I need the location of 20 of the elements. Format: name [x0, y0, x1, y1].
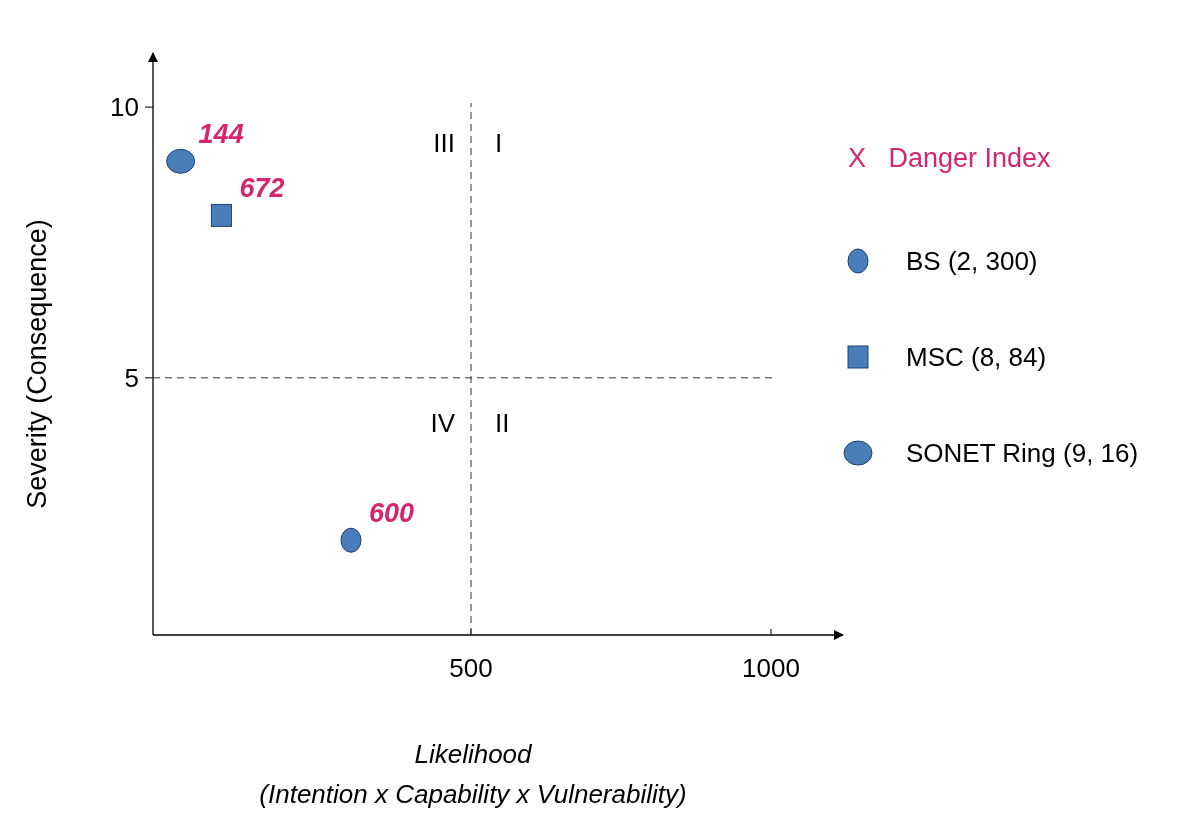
annotation: I [495, 128, 503, 159]
annotation: IV [430, 407, 456, 438]
annotation: II [495, 407, 510, 438]
y-tick-label: 5 [124, 362, 139, 393]
legend-label: BS (2, 300) [906, 246, 1038, 277]
x-axis-title: Likelihood (Intention x Capability x Vulnerability) [259, 739, 687, 809]
x-tick-label: 1000 [742, 653, 800, 683]
point [340, 527, 362, 553]
legend-label: SONET Ring (9, 16) [906, 438, 1139, 469]
point [166, 148, 196, 174]
annotation: III [433, 128, 455, 159]
annotation: 144 [198, 119, 244, 150]
x-tick-label: 500 [449, 653, 493, 683]
legend-label: MSC (8, 84) [906, 342, 1047, 373]
annotation: 600 [369, 498, 415, 529]
legend-title: X Danger Index [848, 143, 1052, 174]
y-tick-label: 10 [110, 92, 139, 123]
annotation: 672 [239, 173, 285, 204]
point [210, 203, 232, 227]
y-axis-title: Severity (Consequence) [22, 219, 52, 509]
